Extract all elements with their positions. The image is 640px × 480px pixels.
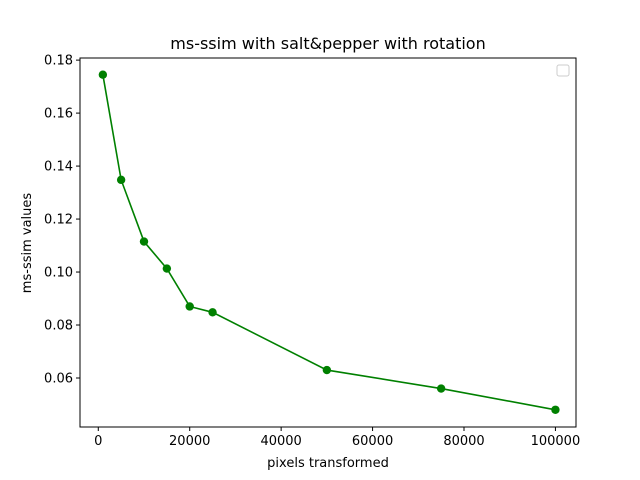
data-point bbox=[551, 405, 560, 414]
data-point bbox=[116, 175, 126, 185]
chart-title: ms-ssim with salt&pepper with rotation bbox=[170, 34, 485, 53]
data-point bbox=[162, 264, 172, 273]
x-axis-label: pixels transformed bbox=[267, 456, 389, 471]
x-tick-label: 0 bbox=[94, 434, 102, 449]
data-point bbox=[208, 308, 217, 317]
y-tick-label: 0.16 bbox=[44, 107, 73, 122]
plot-frame bbox=[79, 57, 577, 428]
y-tick-label: 0.14 bbox=[44, 160, 73, 175]
y-tick-label: 0.18 bbox=[44, 54, 73, 69]
x-tick-label: 40000 bbox=[260, 434, 301, 449]
legend-box bbox=[556, 64, 570, 77]
plot-area bbox=[79, 57, 577, 428]
x-axis: 0 20000 40000 60000 80000 100000 bbox=[94, 427, 580, 449]
data-point bbox=[98, 70, 108, 79]
data-point bbox=[322, 365, 332, 375]
x-tick-label: 80000 bbox=[443, 434, 484, 449]
x-tick-label: 100000 bbox=[531, 434, 581, 449]
x-tick-label: 60000 bbox=[352, 434, 393, 449]
y-tick-label: 0.08 bbox=[44, 319, 73, 334]
series-layer bbox=[98, 70, 560, 414]
y-tick-label: 0.10 bbox=[44, 266, 73, 281]
y-axis-label: ms-ssim values bbox=[20, 193, 35, 294]
x-tick-label: 20000 bbox=[169, 434, 210, 449]
data-point bbox=[436, 384, 446, 393]
y-tick-label: 0.06 bbox=[44, 371, 73, 386]
data-point bbox=[185, 302, 194, 311]
y-axis: 0.06 0.08 0.10 0.12 0.14 0.16 0.18 bbox=[44, 54, 80, 386]
y-tick-label: 0.12 bbox=[44, 213, 73, 228]
data-point bbox=[139, 237, 149, 246]
